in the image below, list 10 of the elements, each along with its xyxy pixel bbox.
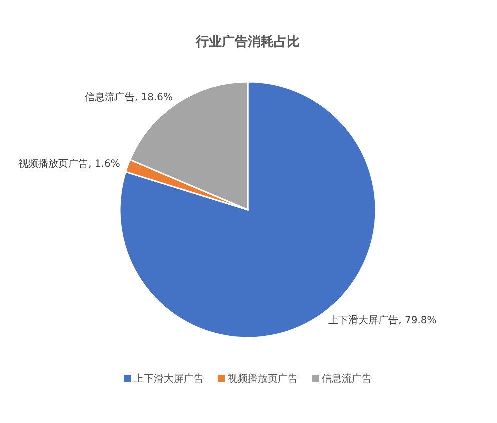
slice-label: 信息流广告: [84, 92, 135, 104]
legend-label: 视频播放页广告: [228, 373, 298, 385]
data-label: , 79.8%: [398, 316, 437, 327]
slice-label: 上下滑大屏广告: [328, 314, 399, 327]
chart-title: 行业广告消耗占比: [195, 34, 300, 50]
slice-label: 视频播放页广告: [18, 158, 89, 170]
legend-label: 上下滑大屏广告: [134, 373, 204, 385]
data-label: , 1.6%: [88, 159, 120, 170]
legend-label: 信息流广告: [322, 373, 372, 385]
data-label: , 18.6%: [134, 92, 173, 104]
